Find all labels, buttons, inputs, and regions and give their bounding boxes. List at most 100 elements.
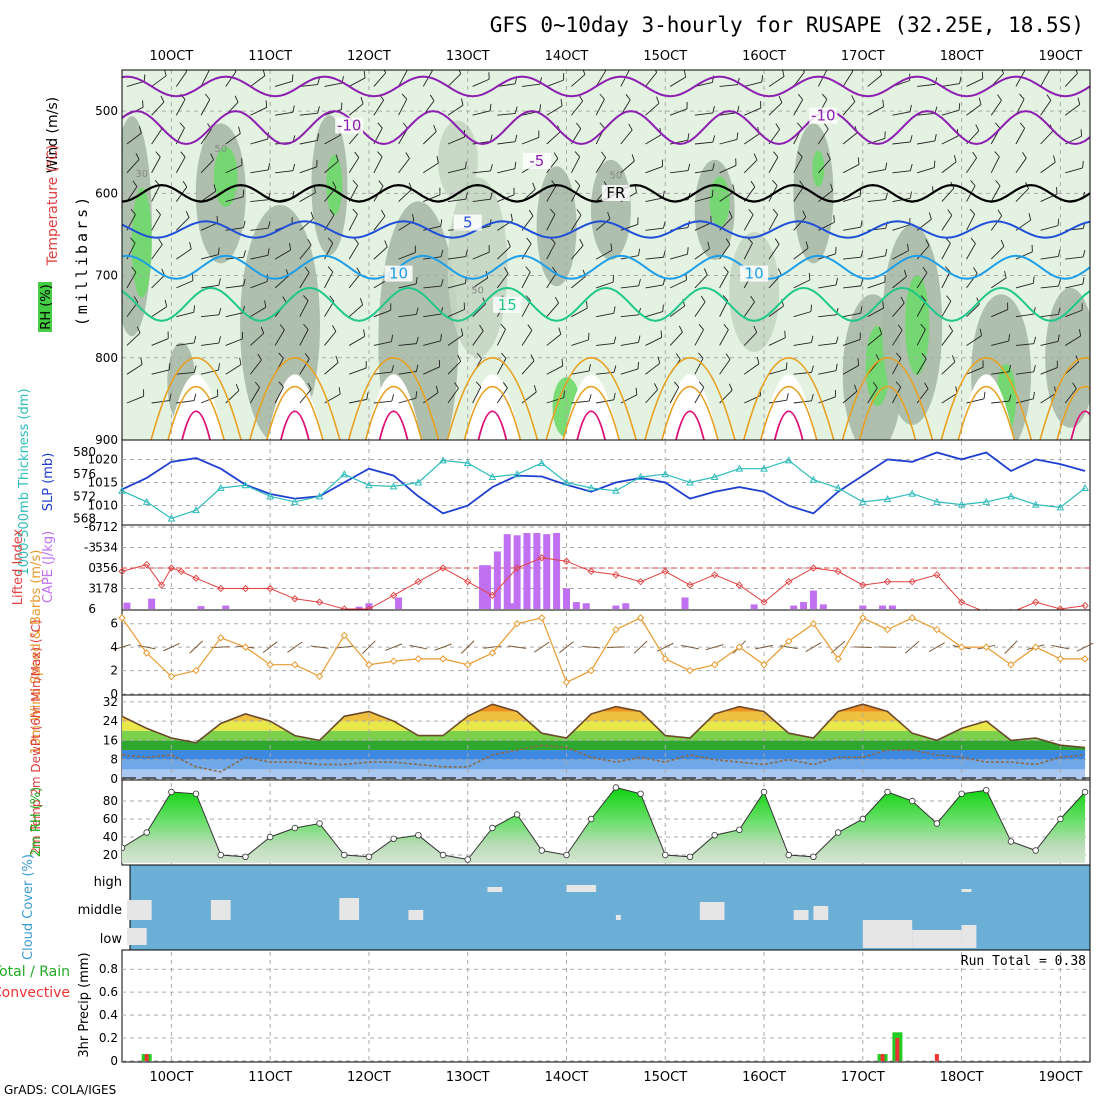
wind-barb-flag [527, 324, 533, 331]
wind-barb-flag [514, 134, 518, 142]
wind-barb-flag [811, 393, 814, 401]
wind-barb-flag [588, 364, 591, 372]
wind-barb [546, 397, 565, 404]
wind-barb-flag [601, 151, 606, 158]
li-marker [192, 574, 200, 582]
pressure-section-panel: -10 -10 -5 FR 5 10 10 15 50 30 50 50 500 600 700 800 90… [38, 69, 1091, 447]
thickness-marker [760, 464, 768, 472]
contour-label-bg [453, 214, 482, 231]
temperature-band [122, 769, 1086, 779]
wind10m-speed-line [118, 614, 1089, 686]
cloud-bar [126, 900, 152, 920]
temperature-contour [122, 75, 1090, 98]
wind-barb [151, 156, 161, 173]
li-marker [834, 567, 842, 576]
wind-barb [472, 330, 484, 346]
dry-tongue [365, 374, 422, 440]
wind10m-barb [805, 642, 822, 653]
y-tick-label: 60 [103, 812, 118, 826]
li-marker [291, 595, 299, 603]
wind-barb [348, 273, 361, 289]
wind-barb-flag [479, 324, 484, 332]
wind-barb-flag [969, 208, 976, 215]
cape-bar [681, 597, 689, 609]
li-marker [785, 578, 793, 586]
wind-barb [546, 105, 563, 116]
wind-barb-flag [279, 324, 285, 331]
cape-bar [790, 605, 798, 609]
temp-arch-30 [576, 410, 607, 440]
wind-barb [447, 283, 466, 289]
wind-barb [423, 194, 441, 202]
wind-barb [867, 281, 885, 289]
wind-barb-flag [257, 353, 262, 361]
wind-barb [176, 342, 195, 346]
wind-barb-flag [909, 191, 912, 199]
temp-arch-30 [279, 410, 310, 440]
wind10m-marker [340, 631, 348, 640]
wind-barb [892, 250, 909, 260]
wind-barb [793, 156, 803, 173]
wind-barb [744, 133, 760, 145]
wind-barb [373, 371, 392, 375]
time-label-top: 16OCT [742, 49, 786, 64]
wind-barb [472, 303, 486, 317]
contour-label-bg [384, 265, 413, 282]
time-label-top: 12OCT [347, 49, 391, 64]
wind-barb-flag [582, 70, 586, 75]
wind-barb-flag [826, 152, 831, 160]
wind-barb-flag [292, 163, 296, 171]
wind-barb [472, 141, 491, 145]
wind-barb [941, 135, 959, 145]
wind-barb [348, 304, 363, 318]
wind-barb-flag [687, 133, 690, 141]
thickness-marker [216, 483, 225, 492]
wind-barb [645, 72, 658, 87]
wind-barb [571, 156, 581, 173]
wind-barb [694, 112, 713, 116]
thickness-marker [587, 483, 596, 492]
wind-barb [966, 214, 976, 231]
wind-barb-flag [970, 237, 976, 244]
cape-bar [508, 603, 516, 609]
wind-barb-flag [307, 238, 312, 246]
wind10m-barb [830, 640, 846, 654]
thickness-marker [463, 459, 472, 467]
wind-barb [373, 72, 387, 87]
y-tick-label: 568 [73, 511, 96, 525]
y-tick-label: 356 [95, 561, 118, 575]
rh-contour-label: 50 [610, 171, 623, 182]
thickness-marker [1031, 500, 1040, 508]
wind-barb-flag [155, 208, 161, 215]
wind-barb [250, 169, 269, 174]
wind-barb-flag [753, 325, 758, 333]
wind10m-barb [409, 644, 428, 650]
wind-barb [571, 100, 584, 116]
rh-marker [1007, 838, 1015, 845]
time-label-bottom: 16OCT [742, 1070, 786, 1085]
wind-barb-flag [489, 103, 492, 111]
wind-barb-flag [747, 237, 753, 244]
li-marker [439, 564, 447, 572]
wind-barb-flag [267, 221, 271, 229]
rh-marker [489, 824, 496, 832]
cape-bar [493, 551, 501, 609]
wind-barb-flag [574, 180, 581, 186]
contour-label-bg [809, 107, 838, 124]
wind-barb [423, 285, 442, 289]
wind-barb-flag [561, 358, 564, 366]
wind-barb-flag [835, 363, 838, 371]
li-marker [513, 564, 521, 572]
wind-barb [793, 216, 807, 231]
wind-barb [941, 361, 956, 375]
wind-barb [373, 156, 383, 173]
wind-barb [225, 227, 244, 231]
wind-barb-flag [264, 300, 267, 308]
wind-barb [1064, 72, 1078, 87]
cloud-bar [793, 910, 809, 920]
wind-barb [842, 391, 858, 404]
wind-barb-flag [635, 387, 638, 395]
wind-barb-flag [860, 306, 863, 314]
wind-barb [669, 305, 685, 318]
wind-barb-flag [1075, 355, 1079, 363]
